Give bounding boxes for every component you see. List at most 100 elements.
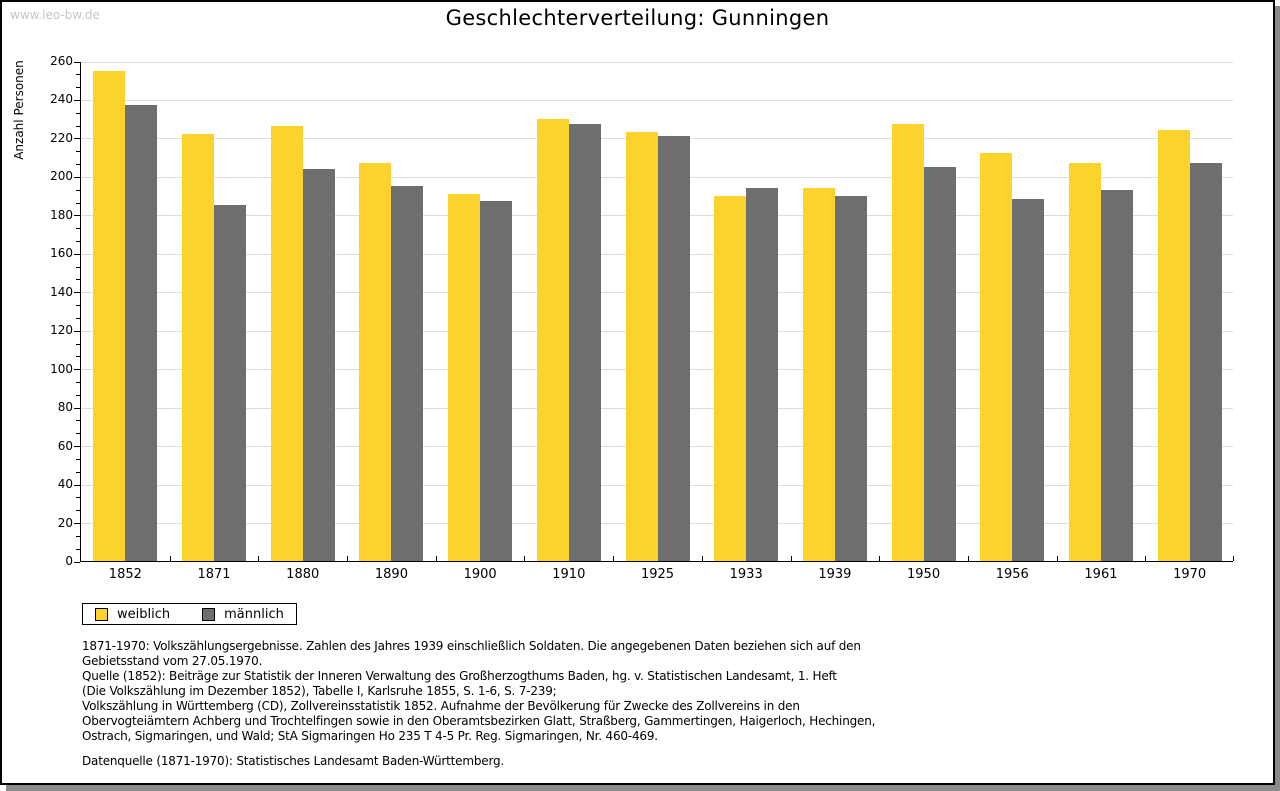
bar-weiblich-1933	[714, 195, 747, 561]
x-axis-tick	[1056, 556, 1058, 561]
bar-maennlich-1956	[1012, 199, 1045, 561]
bar-maennlich-1939	[834, 195, 867, 561]
x-axis-label-1852: 1852	[108, 567, 142, 582]
bar-maennlich-1871	[214, 205, 247, 561]
y-axis-minor-tick	[76, 74, 80, 76]
bar-weiblich-1890	[359, 162, 392, 561]
y-axis-tick-label: 0	[65, 554, 73, 568]
y-axis-minor-tick	[76, 382, 80, 383]
y-axis-minor-tick	[76, 240, 80, 242]
footnote-line: Quelle (1852): Beiträge zur Statistik de…	[82, 669, 837, 683]
legend-label-weiblich: weiblich	[117, 606, 171, 622]
y-axis-major-tick	[74, 61, 80, 63]
y-axis-minor-tick	[76, 471, 80, 473]
y-axis-tick-label: 80	[57, 400, 73, 415]
bar-maennlich-1925	[657, 136, 690, 561]
bar-maennlich-1961	[1100, 189, 1133, 561]
y-axis-major-tick	[74, 138, 80, 140]
box-shadow-right	[1275, 6, 1280, 791]
y-axis-major-tick	[74, 292, 80, 294]
gridline-y240	[81, 99, 1233, 101]
bar-maennlich-1852	[125, 105, 158, 561]
bar-weiblich-1925	[625, 132, 658, 561]
y-axis-tick-label: 200	[50, 169, 73, 184]
x-axis-tick	[701, 556, 703, 561]
y-axis-tick-label: 140	[50, 284, 73, 299]
y-axis-minor-tick	[76, 87, 80, 89]
y-axis-minor-tick	[76, 535, 80, 537]
y-axis-minor-tick	[76, 305, 80, 307]
x-axis-label-1880: 1880	[286, 567, 320, 582]
footnote-line: (Die Volkszählung im Dezember 1852), Tab…	[82, 684, 557, 698]
footnote-block: 1871-1970: Volkszählungsergebnisse. Zahl…	[82, 639, 902, 769]
y-axis-tick-label: 160	[50, 246, 73, 261]
y-axis-minor-tick	[76, 125, 80, 127]
y-axis-minor-tick	[76, 510, 80, 512]
bar-weiblich-1970	[1157, 130, 1190, 561]
x-axis-tick	[347, 556, 349, 561]
bar-weiblich-1852	[93, 70, 126, 561]
y-axis-minor-tick	[76, 164, 80, 166]
y-axis-minor-tick	[76, 343, 80, 345]
gridline-y260	[81, 61, 1233, 63]
y-axis-minor-tick	[76, 189, 80, 191]
footnote-line: Volkszählung in Württemberg (CD), Zollve…	[82, 699, 800, 713]
footnote-line: 1871-1970: Volkszählungsergebnisse. Zahl…	[82, 639, 861, 653]
y-axis-major-tick	[74, 99, 80, 101]
bar-weiblich-1900	[448, 193, 481, 561]
legend-label-maennlich: männlich	[224, 606, 284, 622]
x-axis-tick	[435, 556, 437, 561]
chart-title: Geschlechterverteilung: Gunningen	[445, 6, 830, 30]
x-axis-label-1950: 1950	[907, 567, 941, 582]
x-axis-tick	[790, 556, 792, 561]
x-axis-label-1925: 1925	[640, 567, 675, 582]
y-axis-major-tick	[74, 369, 80, 371]
bar-weiblich-1950	[891, 124, 924, 561]
y-axis-tick-label: 60	[57, 438, 73, 453]
y-axis-minor-tick	[76, 458, 80, 460]
y-axis-tick-label: 240	[50, 92, 73, 107]
y-axis-minor-tick	[76, 420, 80, 422]
x-axis-label-1956: 1956	[995, 567, 1029, 582]
bar-maennlich-1970	[1189, 162, 1222, 561]
y-axis-major-tick	[74, 523, 80, 525]
y-axis-minor-tick	[76, 202, 80, 204]
bar-maennlich-1950	[923, 166, 956, 561]
y-axis-minor-tick	[76, 548, 80, 550]
footnote-line: Ostrach, Sigmaringen, und Wald; StA Sigm…	[82, 729, 658, 743]
bar-weiblich-1910	[536, 118, 569, 561]
bar-maennlich-1933	[746, 187, 779, 561]
y-axis-major-tick	[74, 215, 80, 217]
y-axis-minor-tick	[76, 394, 80, 396]
y-axis-tick-label: 20	[57, 515, 73, 530]
bar-weiblich-1939	[802, 187, 835, 561]
x-axis-tick	[258, 556, 260, 561]
watermark-url: www.leo-bw.de	[10, 8, 100, 22]
datasource-line: Datenquelle (1871-1970): Statistisches L…	[82, 754, 505, 768]
y-axis-minor-tick	[76, 317, 80, 319]
plot-area: 0 20 40 60 80 100 120 140 160 180 200 220 240 260 1852…	[50, 54, 1234, 582]
x-axis-label-1910: 1910	[552, 567, 586, 582]
y-axis-tick-label: 220	[50, 130, 73, 145]
x-axis-label-1890: 1890	[374, 567, 408, 582]
bar-weiblich-1956	[980, 153, 1013, 561]
legend-swatch-maennlich	[202, 607, 216, 621]
x-axis-label-1933: 1933	[729, 567, 763, 582]
x-axis-tick	[1145, 556, 1147, 561]
y-axis-title: Anzahl Personen	[12, 60, 26, 160]
y-axis-major-tick	[74, 407, 80, 409]
y-axis-tick-label: 120	[50, 323, 73, 338]
y-axis-tick-label: 180	[50, 207, 73, 222]
bar-weiblich-1871	[182, 134, 215, 561]
x-axis-label-1871: 1871	[197, 567, 231, 582]
x-axis-tick	[169, 556, 171, 561]
bar-maennlich-1910	[568, 124, 601, 561]
y-axis-major-tick	[74, 253, 80, 255]
y-axis-major-tick	[74, 176, 80, 178]
bar-maennlich-1880	[302, 168, 335, 561]
y-axis-tick-label: 260	[50, 54, 73, 68]
y-axis-major-tick	[74, 446, 80, 448]
y-axis-tick-label: 100	[50, 361, 73, 376]
